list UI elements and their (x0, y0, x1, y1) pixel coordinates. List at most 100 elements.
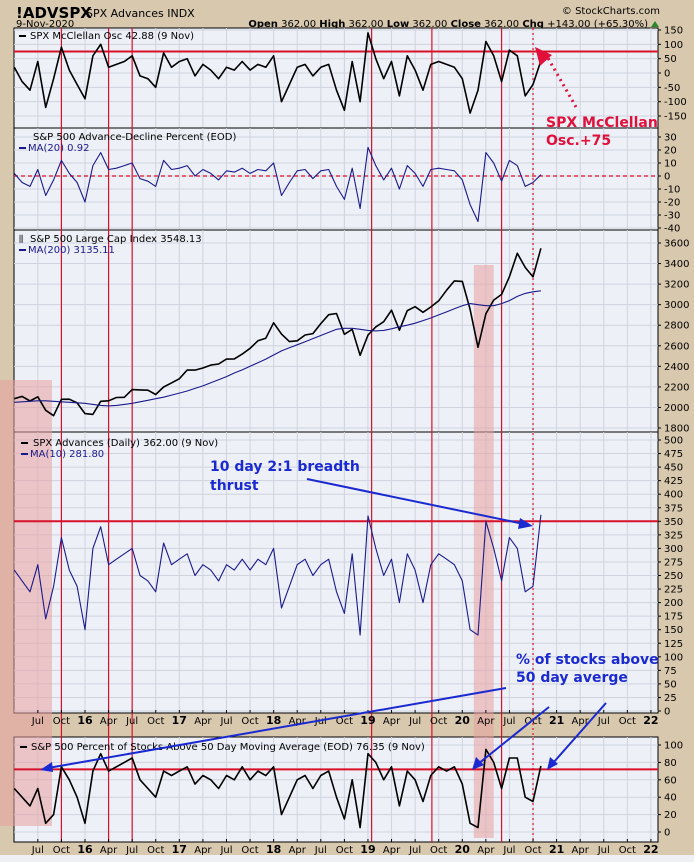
series-line-p2 (13, 146, 542, 223)
arrowhead-icon (518, 518, 533, 529)
series-line-p4 (13, 514, 542, 636)
copyright: © StockCharts.com (562, 6, 660, 17)
x-tick-label: 20 (455, 843, 471, 856)
y-tick-label: 375 (664, 503, 683, 514)
series-line-p3 (14, 248, 542, 417)
y-tick-label: 3400 (664, 259, 689, 270)
legends: SPX McClellan Osc 42.88 (9 Nov) S&P 500 … (19, 31, 425, 753)
y-tick-label: 3600 (664, 239, 689, 250)
chg-value: +143.00 (+65.30%) (547, 19, 648, 30)
legend-swatch (19, 147, 26, 149)
y-tick-label: 3200 (664, 280, 689, 291)
x-tick-label: 21 (549, 843, 564, 856)
x-tick-label: Oct (241, 845, 258, 856)
y-tick-label: 500 (664, 436, 683, 447)
y-tick-label: 300 (664, 544, 683, 555)
y-tick-label: 20 (664, 146, 677, 157)
x-tick-label: Jul (219, 845, 232, 856)
y-tick-label: 0 (664, 707, 670, 718)
x-tick-label: Jul (31, 716, 44, 727)
x-tick-label: Oct (336, 716, 353, 727)
y-tick-label: 50 (664, 54, 677, 65)
y-tick-label: -10 (664, 185, 680, 196)
series-line-p3 (14, 290, 541, 407)
panel-p2 (13, 127, 659, 231)
y-tick-label: 30 (664, 133, 677, 144)
x-tick-label: Apr (100, 845, 118, 856)
x-tick-label: Apr (477, 716, 495, 727)
x-tick-label: Oct (336, 845, 353, 856)
x-tick-label: Jul (314, 845, 327, 856)
y-tick-label: 100 (664, 40, 683, 51)
open-value: 362.00 (281, 19, 316, 30)
legend-swatch (20, 746, 27, 748)
pct-arrow-left (47, 687, 507, 769)
y-tick-label: 200 (664, 598, 683, 609)
x-tick-label: Apr (289, 716, 307, 727)
chg-label: Chg (522, 19, 544, 30)
y-tick-label: 475 (664, 449, 683, 460)
x-tick-label: Apr (289, 845, 307, 856)
y-tick-label: 60 (664, 775, 677, 786)
y-tick-label: -20 (664, 198, 680, 209)
legend-advances-ma10: MA(10) 281.80 (30, 449, 104, 460)
thrust-arrow (306, 478, 525, 525)
y-tick-label: 0 (664, 172, 670, 183)
y-tick-label: 275 (664, 557, 683, 568)
quote-date: 9-Nov-2020 (16, 19, 74, 30)
x-tick-label: 17 (172, 843, 187, 856)
y-tick-label: 0 (664, 69, 670, 80)
panel-p1 (13, 27, 659, 129)
x-tick-label: Jul (314, 716, 327, 727)
y-tick-label: -100 (664, 97, 687, 108)
x-tick-label: Jul (31, 845, 44, 856)
x-tick-label: Jul (408, 845, 421, 856)
x-tick-label: Oct (619, 845, 636, 856)
x-tick-label: 16 (77, 714, 93, 727)
y-tick-label: 2200 (664, 382, 689, 393)
series-line-p5 (13, 748, 542, 829)
y-tick-label: 225 (664, 585, 683, 596)
y-tick-label: 20 (664, 810, 677, 821)
x-tick-label: Jul (597, 716, 610, 727)
x-tick-label: Jul (502, 716, 515, 727)
annotation-mcclellan-line2: Osc.+75 (546, 133, 611, 149)
x-tick-label: Oct (241, 716, 258, 727)
x-tick-label: Oct (619, 716, 636, 727)
annotation-mcclellan-line1: SPX McClellan (546, 115, 658, 131)
quote-summary: Open 362.00 High 362.00 Low 362.00 Close… (248, 19, 648, 30)
legend-swatch (21, 442, 28, 444)
annotations: SPX McClellan Osc.+75 10 day 2:1 breadth… (40, 47, 659, 772)
x-tick-label: 18 (266, 843, 281, 856)
y-tick-label: 2400 (664, 362, 689, 373)
x-tick-label: Apr (383, 845, 401, 856)
legend-swatch (19, 35, 26, 37)
high-label: High (319, 19, 345, 30)
x-tick-label: Jul (125, 845, 138, 856)
x-tick-label: Jul (502, 845, 515, 856)
legend-advances: SPX Advances (Daily) 362.00 (9 Nov) (33, 438, 218, 449)
y-tick-label: 150 (664, 26, 683, 37)
x-tick-label: Apr (477, 845, 495, 856)
y-tick-label: 125 (664, 639, 683, 650)
legend-ad-percent: S&P 500 Advance-Decline Percent (EOD) (33, 132, 236, 143)
x-tick-label: Oct (524, 845, 541, 856)
legend-spx-ma200: MA(200) 3135.11 (28, 245, 115, 256)
y-tick-label: 450 (664, 463, 683, 474)
y-tick-label: 40 (664, 793, 677, 804)
x-tick-label: 18 (266, 714, 281, 727)
legend-swatch (19, 249, 26, 251)
y-tick-label: 2600 (664, 341, 689, 352)
open-label: Open (248, 19, 278, 30)
panel-p3 (13, 229, 659, 433)
footer-strip (0, 855, 694, 862)
x-tick-label: 19 (360, 843, 375, 856)
y-tick-label: 400 (664, 490, 683, 501)
y-tick-label: 250 (664, 571, 683, 582)
x-tick-label: Oct (147, 845, 164, 856)
annotation-thrust-line1: 10 day 2:1 breadth (210, 459, 360, 475)
y-tick-label: -40 (664, 224, 680, 235)
x-tick-label: Jul (219, 716, 232, 727)
pct-arrow-mid (477, 706, 550, 765)
